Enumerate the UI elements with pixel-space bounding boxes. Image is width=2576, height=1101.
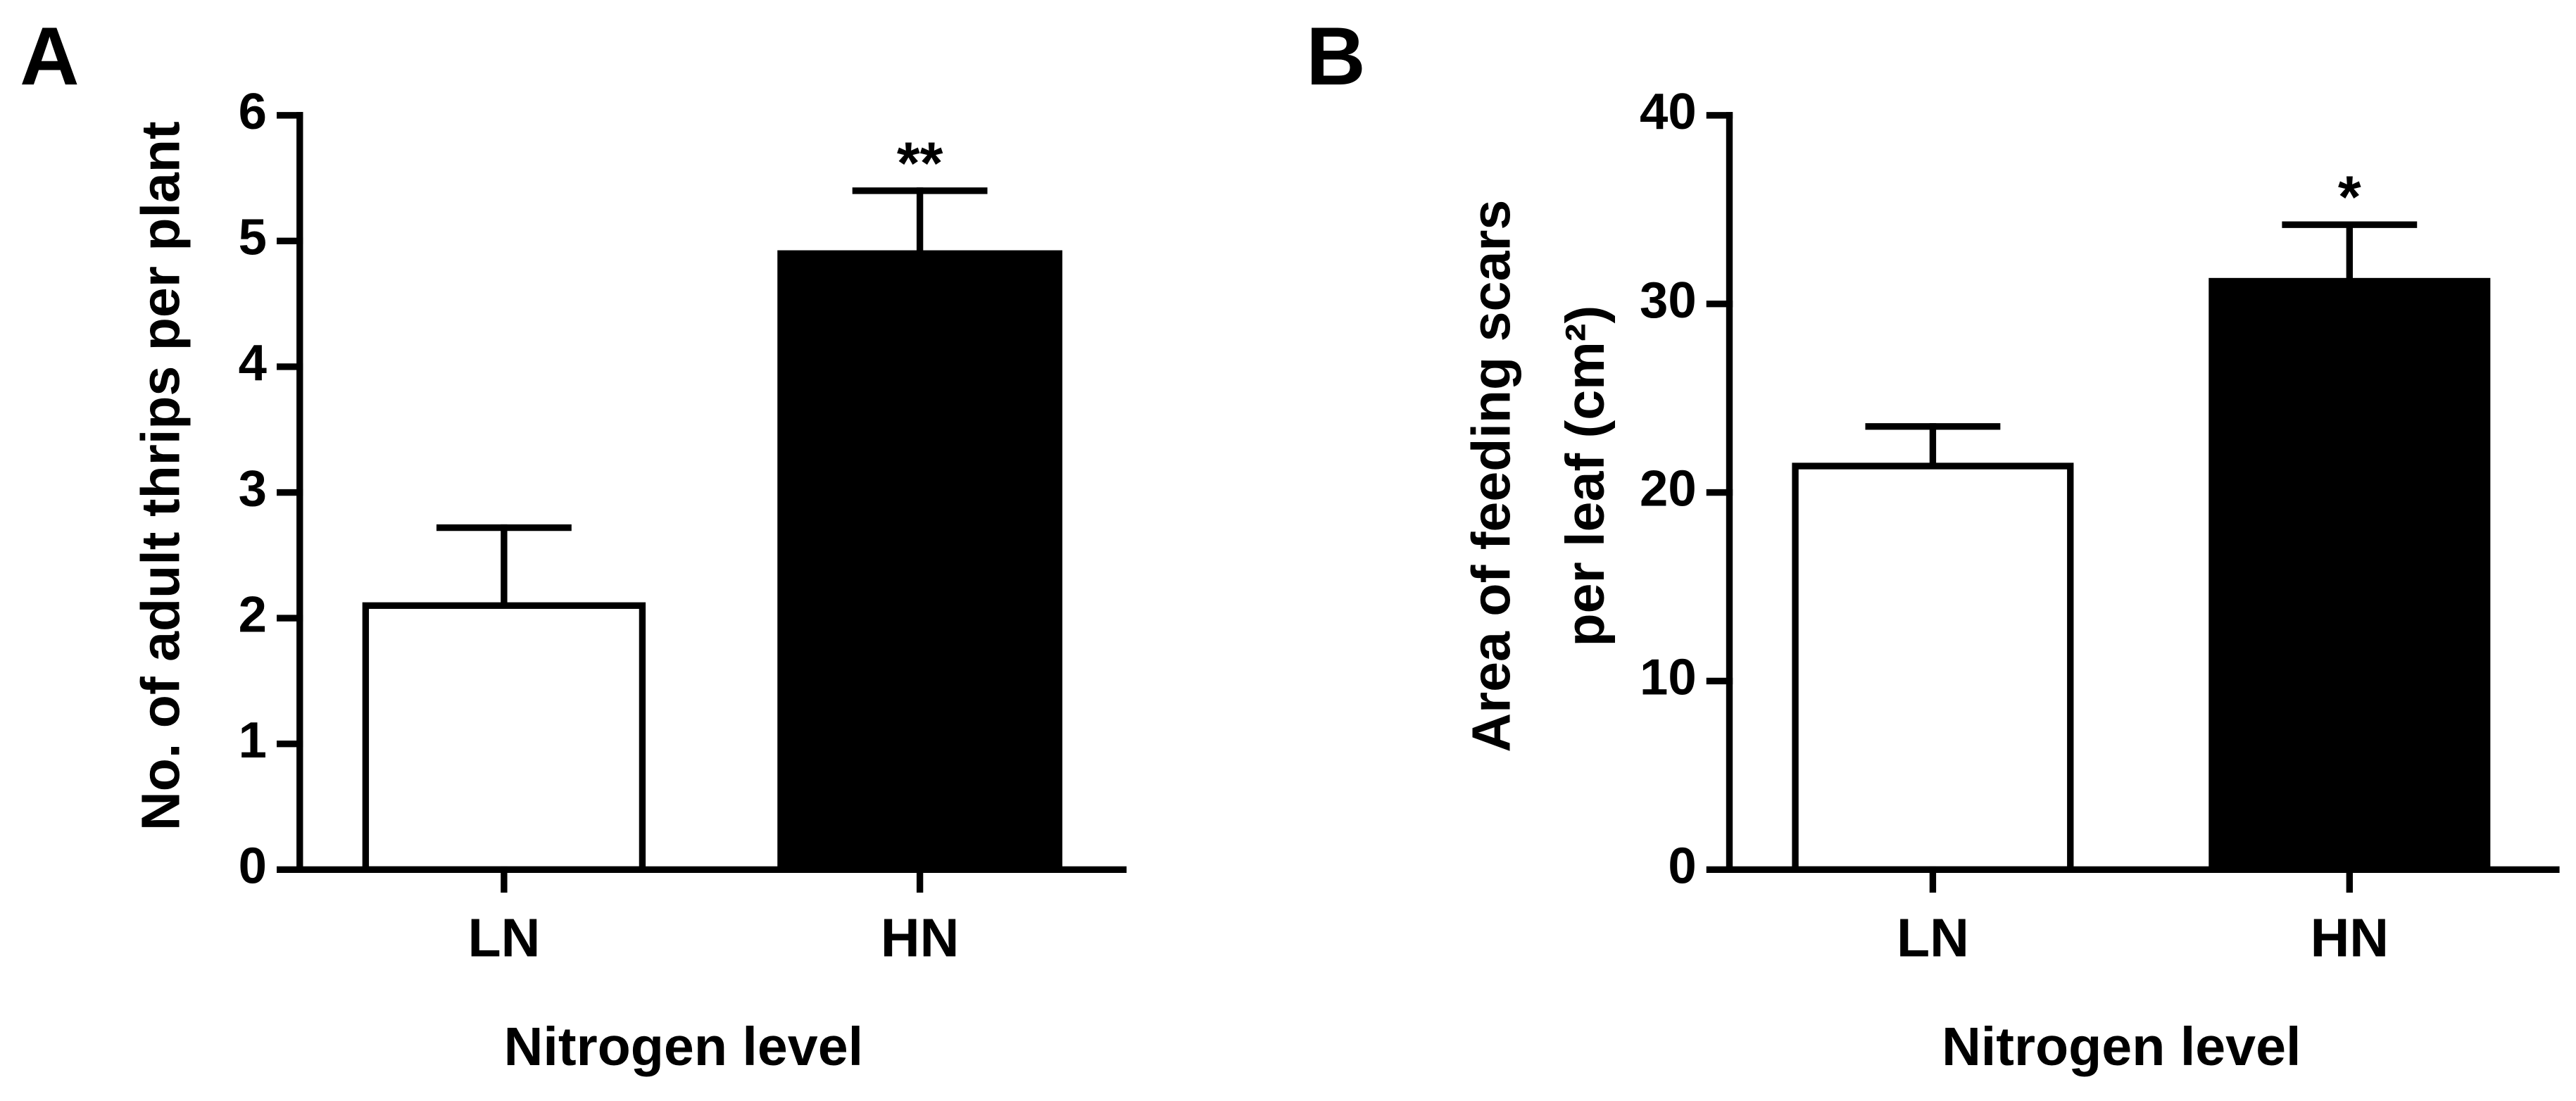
significance-label: * [2338,164,2361,230]
x-tick-label: HN [2311,908,2389,969]
x-tick-label: LN [467,908,540,969]
x-axis-label: Nitrogen level [1942,1017,2301,1077]
y-tick-label: 40 [1640,83,1697,140]
y-tick-label: 6 [239,83,267,140]
bar [2209,277,2491,873]
y-tick-label: 4 [239,334,267,391]
x-tick-label: LN [1897,908,1969,969]
bar [777,250,1062,873]
significance-label: ** [897,130,943,196]
panel-label: B [1306,10,1365,102]
y-tick-label: 30 [1640,272,1697,329]
y-tick-label: 1 [239,712,267,769]
x-tick-label: HN [881,908,960,969]
y-tick-label: 5 [239,209,267,266]
y-tick-label: 2 [239,586,267,643]
y-axis-label: per leaf (cm²) [1555,306,1616,647]
y-tick-label: 3 [239,460,267,517]
x-axis-label: Nitrogen level [504,1017,863,1077]
bar [1792,463,2074,873]
y-tick-label: 10 [1640,649,1697,706]
y-axis-label: No. of adult thrips per plant [130,121,191,831]
y-tick-label: 0 [239,837,267,894]
y-tick-label: 0 [1668,837,1696,894]
bar [362,602,646,873]
y-axis-label: Area of feeding scars [1462,200,1522,753]
panel-label: A [20,10,79,102]
y-tick-label: 20 [1640,460,1697,517]
